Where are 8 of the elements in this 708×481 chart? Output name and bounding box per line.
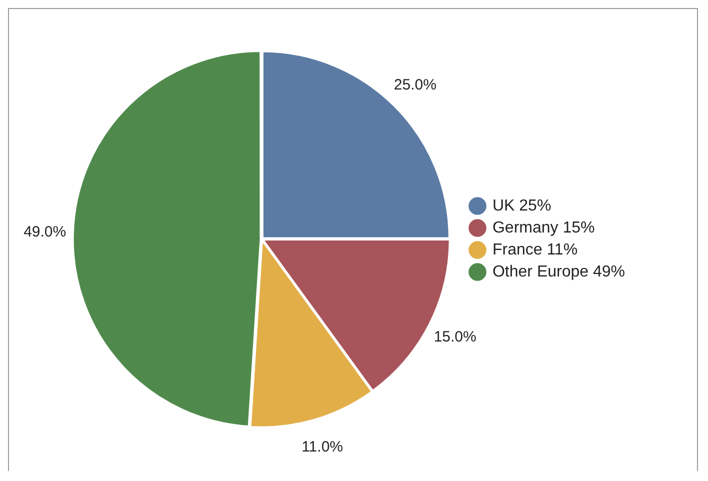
data-label: 25.0%: [394, 76, 436, 94]
legend-label: Germany 15%: [492, 219, 595, 236]
legend-label: Other Europe 49%: [492, 263, 626, 280]
legend-label: France 11%: [492, 241, 578, 258]
data-label: 15.0%: [434, 328, 476, 346]
data-label: 49.0%: [24, 223, 66, 240]
legend-label: UK 25%: [492, 197, 552, 214]
data-label: 11.0%: [302, 438, 343, 456]
